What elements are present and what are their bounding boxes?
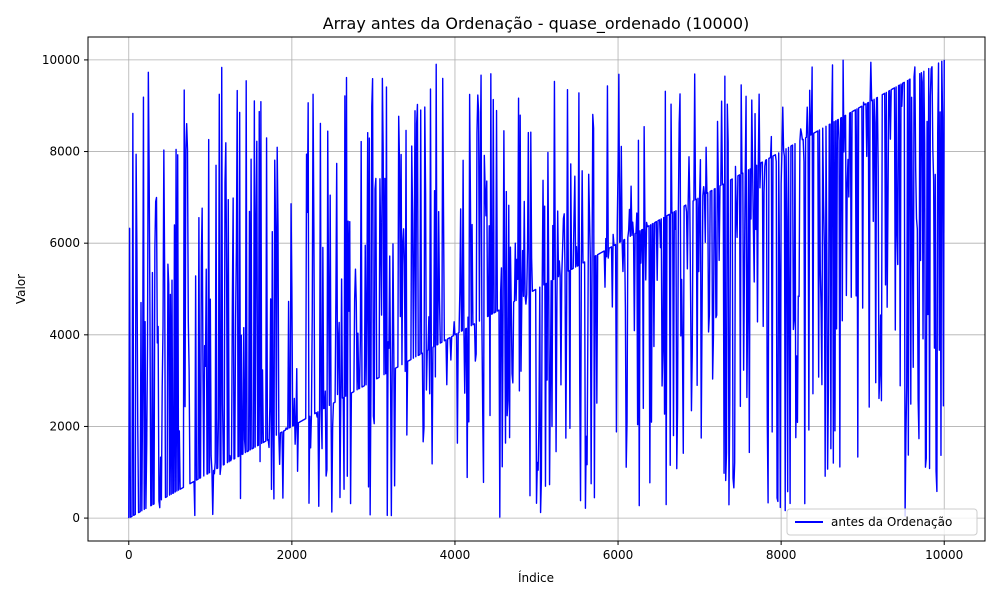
series-layer [128, 59, 945, 519]
plot-frame [87, 36, 986, 542]
x-tick-label: 2000 [277, 548, 308, 562]
y-tick-label: 0 [72, 511, 80, 525]
x-tick-label: 0 [125, 548, 133, 562]
legend: antes da Ordenação [786, 508, 978, 536]
x-ticks: 0 2000 4000 6000 8000 10000 [125, 541, 963, 562]
y-tick-label: 8000 [49, 145, 80, 159]
x-tick-label: 6000 [603, 548, 634, 562]
y-tick-label: 6000 [49, 236, 80, 250]
x-axis-label: Índice [518, 570, 554, 585]
y-axis-label: Valor [14, 274, 28, 304]
y-tick-label: 4000 [49, 328, 80, 342]
y-tick-label: 2000 [49, 419, 80, 433]
series-line-antes-da-ordenacao [128, 59, 945, 519]
x-tick-label: 8000 [766, 548, 797, 562]
x-tick-label: 10000 [925, 548, 963, 562]
legend-box [786, 508, 978, 536]
y-tick-label: 10000 [42, 53, 80, 67]
legend-label: antes da Ordenação [831, 515, 952, 529]
y-ticks: 0 2000 4000 6000 8000 10000 [42, 53, 88, 525]
chart-title: Array antes da Ordenação - quase_ordenad… [323, 14, 750, 34]
x-tick-label: 4000 [440, 548, 471, 562]
